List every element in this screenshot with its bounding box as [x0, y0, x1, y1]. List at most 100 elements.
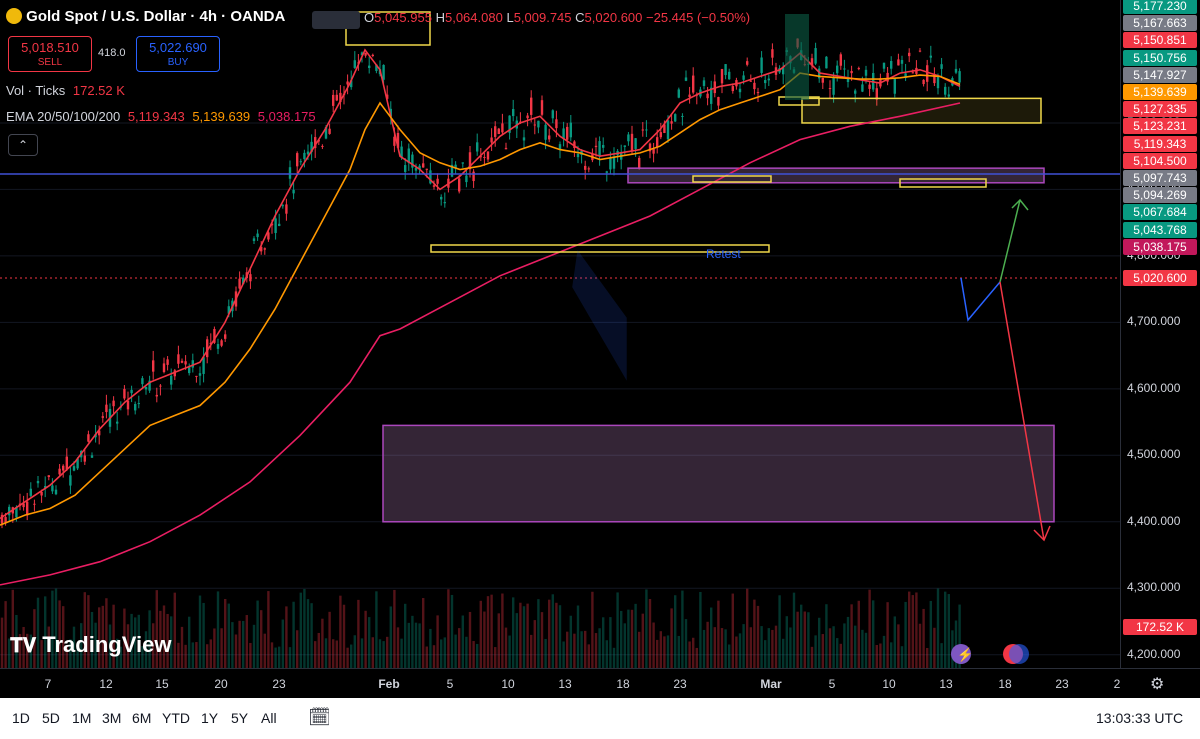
- ema-lines: [0, 48, 961, 586]
- price-axis[interactable]: 5,000.0004,900.0004,800.0004,700.0004,60…: [1120, 0, 1200, 668]
- volume-bar: [692, 637, 695, 668]
- time-label: 23: [673, 677, 687, 691]
- volume-bar: [641, 613, 644, 668]
- range-button[interactable]: 1M: [72, 710, 92, 726]
- buy-label: BUY: [167, 57, 189, 69]
- price-label: 5,150.851: [1123, 32, 1197, 49]
- candle-body: [54, 489, 58, 495]
- time-label: 2: [1113, 677, 1121, 691]
- range-button[interactable]: 6M: [132, 710, 152, 726]
- volume-bar: [173, 592, 176, 668]
- volume-bar: [411, 615, 414, 668]
- price-chart[interactable]: Retest ⚡: [0, 0, 1120, 668]
- candle-body: [220, 340, 223, 346]
- volume-bar: [846, 616, 850, 668]
- ema-50-line: [0, 72, 961, 526]
- volume-bar: [555, 602, 558, 668]
- range-button[interactable]: All: [261, 710, 277, 726]
- range-button[interactable]: 5D: [42, 710, 60, 726]
- range-button[interactable]: YTD: [162, 710, 190, 726]
- volume-bar: [270, 642, 274, 668]
- time-label: Mar: [760, 677, 782, 691]
- volume-bar: [954, 620, 958, 668]
- volume-bar: [209, 639, 212, 668]
- volume-bar: [371, 637, 374, 668]
- volume-bar: [332, 639, 335, 668]
- candle-body: [706, 93, 709, 99]
- candle-body: [533, 124, 536, 126]
- volume-bars: [0, 588, 961, 668]
- ema-indicator[interactable]: EMA 20/50/100/200 5,119.343 5,139.639 5,…: [6, 109, 316, 124]
- time-label: 23: [272, 677, 286, 691]
- range-button[interactable]: 1Y: [201, 710, 219, 726]
- candle-body: [4, 517, 7, 523]
- candle-body: [576, 153, 580, 158]
- clock[interactable]: 13:03:33 UTC: [1096, 710, 1184, 726]
- settings-icon[interactable]: ⚙: [1150, 676, 1165, 693]
- buy-button[interactable]: 5,022.690 BUY: [136, 36, 220, 72]
- zone-support: [627, 167, 1045, 184]
- volume-bar: [814, 635, 817, 668]
- calendar-icon[interactable]: 🗓: [308, 707, 331, 727]
- volume-bar: [108, 624, 112, 668]
- volume-indicator[interactable]: Vol · Ticks 172.52 K: [6, 83, 125, 98]
- header-controls[interactable]: [312, 11, 360, 29]
- time-axis[interactable]: 7 12 15 20 23 Feb 5 10 13 18 23 Mar 5 10 13 18 23 2 ⚙: [0, 668, 1200, 699]
- candle-body: [900, 60, 904, 64]
- candle-body: [116, 421, 119, 424]
- volume-bar: [4, 601, 7, 668]
- candle-body: [101, 416, 104, 418]
- volume-bar: [904, 601, 907, 668]
- collapse-indicators-button[interactable]: ⌃: [8, 134, 38, 156]
- sell-button[interactable]: 5,018.510 SELL: [8, 36, 92, 72]
- volume-bar: [260, 610, 263, 668]
- volume-bar: [245, 615, 248, 668]
- volume-bar: [803, 611, 806, 668]
- candle-body: [627, 134, 630, 142]
- price-tick: 4,500.000: [1127, 447, 1181, 462]
- price-label: 5,020.600: [1123, 270, 1197, 286]
- flag-icon-2: [1009, 644, 1029, 664]
- volume-bar: [166, 613, 169, 668]
- candle-body: [940, 64, 943, 69]
- blue-projection: [960, 277, 1001, 322]
- candle-body: [692, 75, 695, 93]
- volume-bar: [368, 617, 371, 668]
- gold-icon: [6, 8, 22, 24]
- volume-bar: [62, 606, 65, 668]
- candle-body: [717, 97, 720, 106]
- candle-body: [749, 80, 752, 82]
- candle-body: [22, 503, 25, 508]
- volume-bar: [216, 591, 220, 668]
- candle-body: [465, 175, 468, 183]
- range-button[interactable]: 3M: [102, 710, 122, 726]
- candle-body: [738, 88, 742, 93]
- price-label: 5,038.175: [1123, 238, 1197, 255]
- volume-bar: [688, 641, 691, 668]
- symbol-header[interactable]: Gold Spot / U.S. Dollar · 4h · OANDA: [6, 8, 285, 25]
- volume-bar: [436, 615, 439, 668]
- volume-price-label: 172.52 K: [1123, 619, 1197, 635]
- volume-bar: [728, 644, 731, 668]
- volume-bar: [148, 610, 151, 668]
- volume-bar: [461, 615, 464, 668]
- volume-bar: [875, 644, 878, 668]
- candle-body: [497, 128, 500, 135]
- candle-body: [335, 94, 338, 101]
- volume-bar: [540, 612, 544, 668]
- candle-body: [180, 360, 184, 363]
- volume-bar: [724, 629, 727, 668]
- candle-body: [368, 65, 371, 68]
- candle-body: [350, 80, 353, 88]
- candle-body: [389, 108, 392, 117]
- volume-bar: [105, 598, 108, 668]
- price-label: 5,177.230: [1123, 0, 1197, 14]
- candle-body: [828, 87, 832, 89]
- candle-body: [850, 71, 853, 74]
- volume-bar: [454, 634, 457, 668]
- volume-bar: [36, 597, 40, 668]
- candle-body: [771, 49, 774, 58]
- range-button[interactable]: 1D: [12, 710, 30, 726]
- price-label: 5,043.768: [1123, 221, 1197, 238]
- range-button[interactable]: 5Y: [231, 710, 249, 726]
